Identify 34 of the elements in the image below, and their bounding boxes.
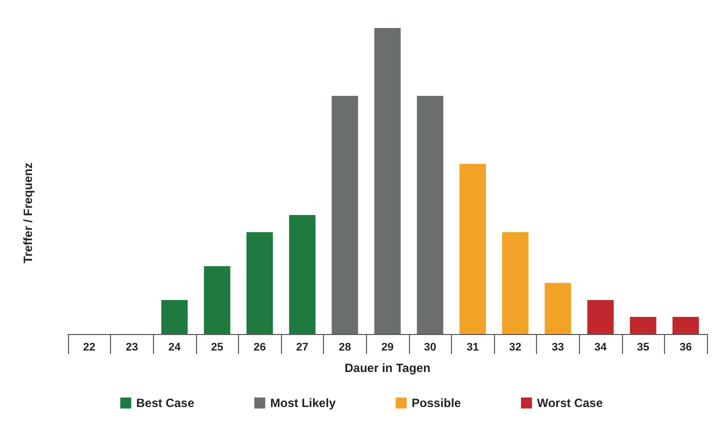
x-tick-label: 30 <box>424 342 436 354</box>
bar <box>374 28 401 334</box>
legend-label: Most Likely <box>270 396 336 410</box>
legend-label: Possible <box>412 396 462 410</box>
x-axis-title: Dauer in Tagen <box>344 361 430 375</box>
x-tick-label: 22 <box>83 342 96 354</box>
x-tick-label: 33 <box>552 342 564 354</box>
legend-label: Worst Case <box>536 396 604 410</box>
y-axis-title: Treffer / Frequenz <box>21 162 35 264</box>
x-tick-label: 34 <box>594 342 608 354</box>
bar <box>289 214 316 334</box>
x-tick-label: 23 <box>126 342 138 354</box>
bar <box>416 96 444 334</box>
bar <box>332 96 358 334</box>
x-tick-label: 26 <box>254 342 266 354</box>
x-tick-label: 32 <box>509 342 522 354</box>
bar <box>672 316 699 334</box>
bar <box>459 164 486 334</box>
bar <box>204 266 230 334</box>
x-tick-label: 29 <box>381 342 394 354</box>
bar <box>587 300 614 334</box>
bar <box>502 232 529 334</box>
bar <box>161 300 188 334</box>
x-tick-label: 24 <box>168 342 182 354</box>
x-tick-label: 28 <box>338 342 352 354</box>
legend-label: Best Case <box>136 396 195 410</box>
bar <box>630 316 656 334</box>
x-tick-label: 31 <box>466 342 479 354</box>
x-tick-label: 25 <box>210 342 224 354</box>
x-tick-label: 27 <box>296 342 308 354</box>
bar <box>544 282 572 334</box>
x-tick-label: 36 <box>680 342 692 354</box>
bar <box>246 232 273 334</box>
x-tick-label: 35 <box>636 342 650 354</box>
